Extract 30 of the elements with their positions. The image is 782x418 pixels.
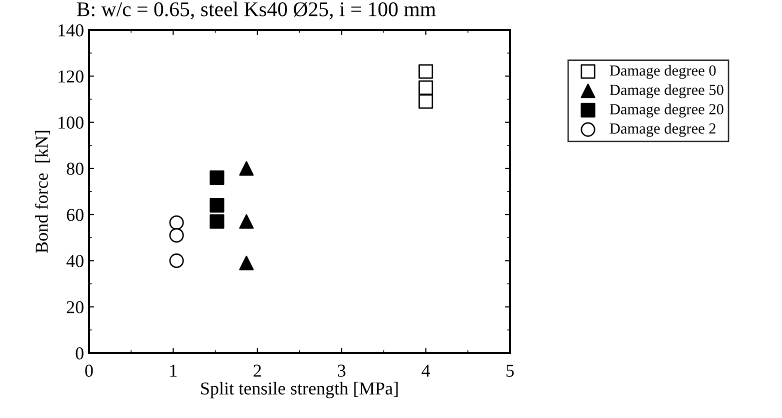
y-axis-title: Bond force [kN] [34, 130, 50, 253]
x-tick-label: 1 [170, 364, 177, 377]
x-tick-label: 0 [85, 364, 93, 377]
x-tick-label: 4 [422, 364, 430, 377]
point [239, 161, 254, 176]
y-tick-label: 140 [58, 24, 84, 36]
point [239, 256, 254, 270]
y-tick-label: 0 [76, 347, 84, 360]
legend-label: Damage degree 2 [610, 122, 716, 137]
point [210, 214, 224, 229]
point [239, 214, 254, 229]
x-tick-label: 5 [506, 364, 514, 377]
legend-label: Damage degree 0 [610, 64, 716, 79]
point [418, 94, 434, 109]
legend-label: Damage degree 50 [610, 84, 724, 98]
point [210, 198, 224, 213]
point [210, 170, 224, 185]
y-tick-label: 60 [66, 208, 84, 222]
y-tick-label: 120 [58, 70, 84, 83]
point [418, 64, 434, 79]
point [418, 80, 434, 95]
y-tick-label: 20 [66, 301, 84, 314]
chart-title: B: w/c = 0.65, steel Ks40 Ø25, i = 100 mm [76, 2, 436, 20]
x-tick-label: 2 [254, 364, 261, 377]
y-tick-label: 40 [66, 254, 84, 268]
x-axis-title: Split tensile strength [MPa] [201, 382, 398, 398]
legend-label: Damage degree 20 [610, 104, 724, 118]
x-tick-label: 3 [338, 364, 346, 377]
y-tick-label: 100 [58, 116, 84, 129]
y-tick-label: 80 [66, 162, 84, 175]
